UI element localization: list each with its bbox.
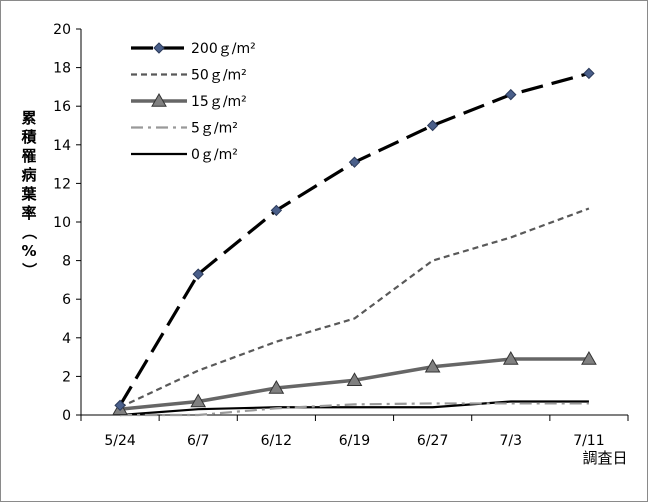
y-axis-label-char: 罹 xyxy=(21,147,36,165)
data-point-marker xyxy=(192,268,204,280)
y-axis-label-char: 葉 xyxy=(20,185,37,203)
y-axis-label-char: 率 xyxy=(21,204,36,222)
y-axis-label-char: 積 xyxy=(20,128,37,146)
legend-item: 15ｇ/m² xyxy=(131,92,247,110)
legend-marker xyxy=(153,42,165,54)
legend-label: 0ｇ/m² xyxy=(191,147,238,163)
y-tick-label: 18 xyxy=(53,61,71,77)
legend-item: 200ｇ/m² xyxy=(131,41,256,57)
series-4 xyxy=(119,400,589,417)
x-tick-label: 6/27 xyxy=(417,433,448,449)
y-tick-label: 8 xyxy=(62,254,71,270)
legend-label: 200ｇ/m² xyxy=(191,41,256,57)
y-tick-label: 4 xyxy=(62,331,71,347)
legend: 200ｇ/m² 50ｇ/m² 15ｇ/m² 5ｇ/m² 0ｇ/m² xyxy=(131,41,256,163)
data-point-marker xyxy=(502,351,519,365)
y-tick-label: 2 xyxy=(62,369,71,385)
series-line xyxy=(120,402,589,417)
data-point-marker xyxy=(505,88,517,101)
legend-label: 15ｇ/m² xyxy=(191,94,247,110)
series-line xyxy=(119,207,590,409)
legend-item: 5ｇ/m² xyxy=(131,121,238,137)
series-2 xyxy=(112,351,597,415)
data-point-marker xyxy=(581,351,597,365)
y-tick-label: 10 xyxy=(53,215,71,231)
series-1 xyxy=(119,207,590,409)
data-point-marker xyxy=(190,393,207,408)
x-axis-label: 調査日 xyxy=(582,449,627,467)
y-tick-label: 14 xyxy=(53,138,71,154)
y-tick-labels: 0 2 4 6 8 10 12 14 16 18 20 xyxy=(53,22,71,424)
y-tick-label: 6 xyxy=(62,292,71,308)
legend-item: 0ｇ/m² xyxy=(131,147,238,163)
x-tick-label: 7/11 xyxy=(573,433,604,449)
x-tick-label: 6/19 xyxy=(339,433,370,449)
legend-marker xyxy=(151,92,167,107)
y-tick-label: 0 xyxy=(62,408,71,424)
series-0 xyxy=(114,67,595,412)
data-point-marker xyxy=(270,204,283,217)
x-tick-label: 7/3 xyxy=(500,433,523,449)
x-tick-label: 6/7 xyxy=(187,433,210,449)
series-lines xyxy=(112,67,597,417)
series-line xyxy=(119,400,589,417)
data-point-marker xyxy=(426,119,439,132)
y-axis-label-char: ） xyxy=(20,262,38,277)
series-3 xyxy=(120,402,589,417)
data-point-marker xyxy=(424,358,441,373)
x-tick-label: 5/24 xyxy=(104,433,136,449)
data-point-marker xyxy=(114,399,126,412)
legend-item: 50ｇ/m² xyxy=(131,68,247,84)
y-axis-label-char: （ xyxy=(20,224,38,239)
data-point-marker xyxy=(583,67,595,80)
legend-label: 50ｇ/m² xyxy=(191,68,247,84)
legend-label: 5ｇ/m² xyxy=(191,121,238,137)
y-axis-label-char: % xyxy=(21,242,36,260)
axes xyxy=(76,28,629,421)
x-tick-label: 6/12 xyxy=(261,433,292,449)
y-tick-label: 12 xyxy=(53,176,71,192)
x-tick-labels: 5/24 6/7 6/12 6/19 6/27 7/3 7/11 xyxy=(104,433,604,449)
data-point-marker xyxy=(346,372,363,387)
data-point-marker xyxy=(268,379,285,394)
y-axis-label-char: 累 xyxy=(21,109,36,127)
y-tick-label: 20 xyxy=(53,22,71,38)
y-tick-label: 16 xyxy=(53,99,71,115)
data-point-marker xyxy=(348,156,361,168)
y-axis-label-char: 病 xyxy=(21,166,36,184)
